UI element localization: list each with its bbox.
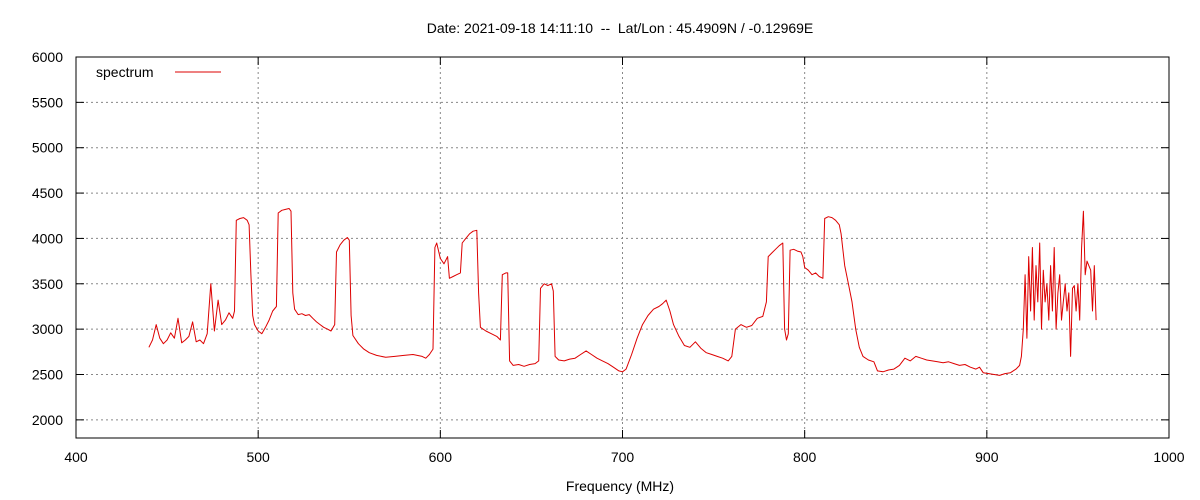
- x-tick-label: 600: [429, 449, 453, 465]
- y-tick-label: 3500: [32, 276, 63, 292]
- x-axis-title: Frequency (MHz): [566, 478, 674, 494]
- x-tick-label: 500: [246, 449, 270, 465]
- y-tick-label: 5000: [32, 140, 63, 156]
- x-tick-label: 900: [975, 449, 999, 465]
- chart-title: Date: 2021-09-18 14:11:10 -- Lat/Lon : 4…: [427, 20, 814, 36]
- y-tick-label: 5500: [32, 94, 63, 110]
- series-layer: [148, 208, 1097, 376]
- axis-ticks: 2000 2500 3000 3500 4000 4500 5000 5500 6000 400 5…: [32, 49, 1185, 465]
- y-tick-label: 4000: [32, 230, 63, 246]
- x-tick-label: 700: [611, 449, 635, 465]
- y-tick-label: 4500: [32, 185, 63, 201]
- x-tick-label: 1000: [1153, 449, 1184, 465]
- y-tick-label: 2000: [32, 412, 63, 428]
- y-tick-label: 2500: [32, 367, 63, 383]
- grid-lines: [76, 57, 1169, 438]
- series-line-spectrum: [148, 208, 1097, 376]
- legend: spectrum: [96, 64, 221, 80]
- y-tick-label: 6000: [32, 49, 63, 65]
- x-tick-label: 400: [64, 449, 88, 465]
- x-tick-label: 800: [793, 449, 817, 465]
- legend-label-spectrum: spectrum: [96, 64, 154, 80]
- y-tick-label: 3000: [32, 321, 63, 337]
